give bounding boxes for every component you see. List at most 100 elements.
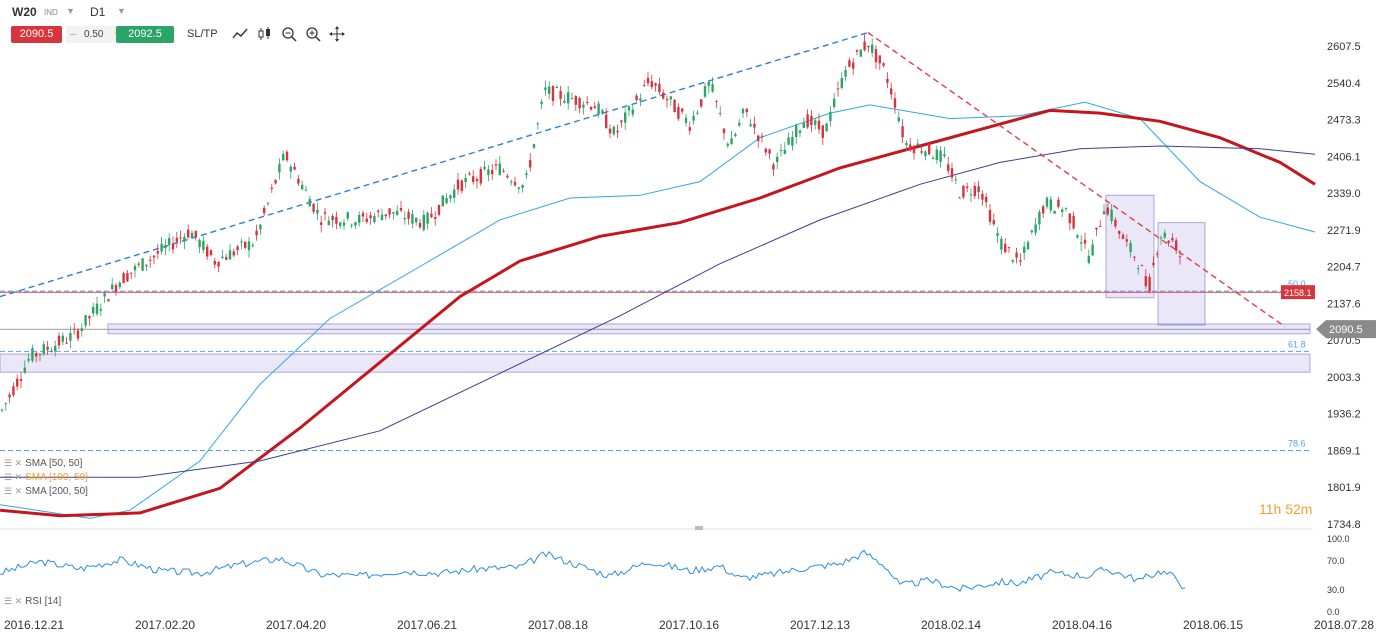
candle: [194, 230, 197, 238]
candle: [627, 106, 631, 111]
candle: [703, 86, 707, 97]
zoom-in-icon[interactable]: [305, 26, 321, 42]
sl-tp-button[interactable]: SL/TP: [187, 28, 218, 40]
candle: [301, 184, 304, 190]
candle: [608, 128, 612, 134]
candle: [1019, 260, 1022, 262]
candle: [198, 240, 201, 248]
candle: [99, 308, 102, 311]
candle: [415, 217, 418, 223]
candle: [483, 166, 486, 170]
candle: [688, 127, 691, 131]
sma200-label[interactable]: ☰ ✕ SMA [200, 50]: [4, 486, 88, 497]
candle: [183, 236, 186, 242]
candle: [741, 108, 745, 114]
candle: [909, 144, 912, 151]
candle: [1042, 206, 1045, 214]
candle: [525, 173, 528, 176]
settings-icon[interactable]: ☰ ✕: [4, 486, 23, 496]
candle: [331, 216, 334, 221]
candle: [285, 151, 289, 161]
price-tick-label: 2003.3: [1327, 372, 1361, 384]
candle: [871, 44, 874, 53]
candle: [1106, 207, 1109, 215]
candle: [1102, 211, 1106, 215]
sma50-label[interactable]: ☰ ✕ SMA [50, 50]: [4, 458, 83, 469]
candle: [700, 99, 703, 107]
candle: [225, 257, 228, 260]
candle: [453, 189, 456, 198]
sma100-line: [0, 108, 1316, 518]
candle: [38, 354, 42, 356]
symbol-dropdown-icon[interactable]: ▼: [66, 6, 75, 16]
candle: [240, 241, 243, 243]
time-tick-label: 2017.06.21: [397, 618, 457, 632]
candle: [1129, 242, 1132, 253]
candle: [126, 273, 129, 282]
candle: [361, 213, 365, 217]
candle: [487, 169, 490, 176]
decrease-icon[interactable]: –: [70, 29, 76, 40]
time-tick-label: 2017.10.16: [659, 618, 719, 632]
rsi-label[interactable]: ☰ ✕ RSI [14]: [4, 596, 62, 607]
candle: [567, 92, 570, 104]
candle: [19, 379, 23, 381]
timeframe-selector[interactable]: D1: [90, 5, 106, 19]
fib-level-label: 61.8: [1288, 339, 1306, 349]
symbol-name[interactable]: W20: [12, 5, 37, 19]
line-chart-icon[interactable]: [232, 26, 248, 42]
candle: [270, 187, 273, 190]
candle: [168, 237, 171, 245]
candle: [1064, 208, 1068, 210]
candles-icon[interactable]: [257, 26, 273, 42]
sell-price-button[interactable]: 2090.5: [11, 26, 62, 43]
candle: [1068, 213, 1071, 224]
candle: [213, 260, 216, 265]
candle: [673, 99, 676, 113]
candle: [259, 224, 262, 230]
candle: [616, 130, 619, 133]
candle: [118, 282, 121, 288]
candle: [1137, 268, 1140, 270]
candle: [472, 176, 475, 183]
candle: [764, 148, 767, 153]
candle: [278, 164, 281, 173]
candle: [1083, 239, 1087, 244]
candle: [111, 284, 114, 290]
candle: [475, 179, 479, 182]
candle: [848, 60, 851, 67]
candle: [886, 78, 889, 83]
sma100-label[interactable]: ☰ ✕ SMA [100, 50]: [4, 472, 88, 483]
rsi-line: [0, 549, 1186, 592]
time-tick-label: 2017.08.18: [528, 618, 588, 632]
price-tick-label: 1734.8: [1327, 519, 1361, 531]
timeframe-dropdown-icon[interactable]: ▼: [117, 6, 126, 16]
candle: [855, 50, 859, 52]
candle: [836, 88, 840, 90]
candle: [589, 106, 593, 110]
candle: [650, 81, 653, 88]
candle: [350, 224, 353, 226]
candle: [1148, 276, 1151, 292]
candle: [1171, 237, 1174, 241]
level-price-label: 2158.1: [1284, 288, 1312, 298]
zoom-out-icon[interactable]: [281, 26, 297, 42]
settings-icon[interactable]: ☰ ✕: [4, 472, 23, 482]
candle: [175, 237, 178, 242]
candle: [236, 246, 239, 251]
candle: [890, 88, 893, 95]
candle: [65, 342, 68, 344]
buy-price-button[interactable]: 2092.5: [116, 26, 174, 43]
crosshair-icon[interactable]: [329, 26, 345, 42]
candle: [806, 114, 809, 128]
candle: [1045, 197, 1049, 207]
time-tick-label: 2016.12.21: [4, 618, 64, 632]
candle: [312, 203, 315, 212]
spread-value[interactable]: 0.50: [84, 29, 104, 40]
level-price-tag: [1281, 285, 1315, 300]
candle: [282, 153, 285, 161]
candle: [411, 214, 414, 224]
settings-icon[interactable]: ☰ ✕: [4, 458, 23, 468]
settings-icon[interactable]: ☰ ✕: [4, 596, 23, 606]
